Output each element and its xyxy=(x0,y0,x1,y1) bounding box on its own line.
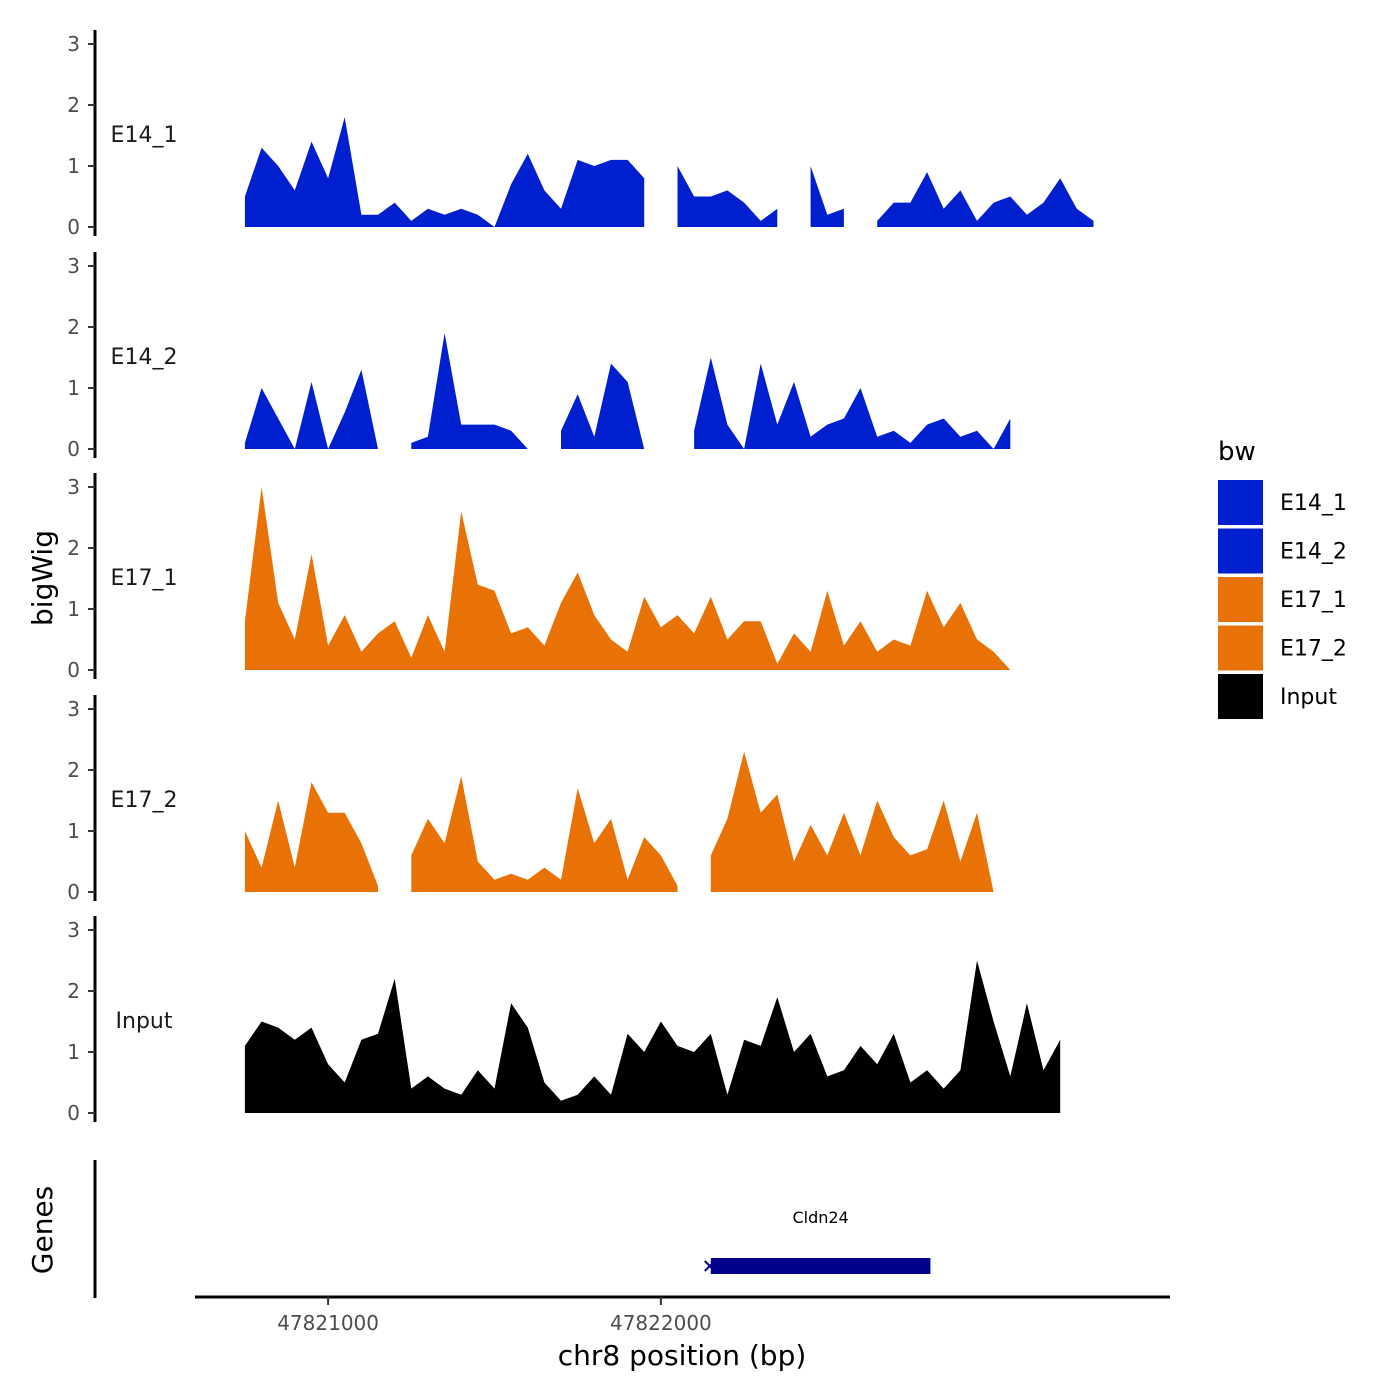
coverage-area-E17_2 xyxy=(244,782,378,892)
y-tick-label-E14_2: 2 xyxy=(67,315,80,339)
coverage-area-E14_2 xyxy=(561,363,645,449)
track-Input: 0 1 2 3 Input xyxy=(67,916,1061,1125)
y-tick-label-Input: 2 xyxy=(67,979,80,1003)
legend-title: bw xyxy=(1218,437,1256,467)
y-tick-label-E14_2: 3 xyxy=(67,254,80,278)
legend-label-E14_1: E14_1 xyxy=(1280,491,1347,516)
coverage-area-Input xyxy=(244,960,1061,1113)
legend-label-E17_2: E17_2 xyxy=(1280,637,1347,662)
legend-swatch-Input xyxy=(1218,674,1263,719)
track-label-E14_1: E14_1 xyxy=(111,123,178,148)
y-tick-label-E17_2: 2 xyxy=(67,758,80,782)
track-E17_1: 0 1 2 3 E17_1 xyxy=(67,473,1011,682)
x-axis-title: chr8 position (bp) xyxy=(558,1339,807,1372)
y-tick-label-E17_1: 2 xyxy=(67,536,80,560)
track-E14_1: 0 1 2 3 E14_1 xyxy=(67,30,1094,239)
coverage-area-E17_2 xyxy=(710,751,994,892)
coverage-area-E17_2 xyxy=(411,776,678,892)
legend-label-E14_2: E14_2 xyxy=(1280,540,1347,565)
coverage-area-E14_2 xyxy=(694,357,1011,449)
coverage-area-E14_1 xyxy=(810,166,844,227)
y-tick-label-Input: 0 xyxy=(67,1101,80,1125)
legend-swatch-E17_1 xyxy=(1218,577,1263,622)
coverage-area-E14_2 xyxy=(244,369,378,449)
legend-label-E17_1: E17_1 xyxy=(1280,588,1347,613)
y-tick-label-Input: 3 xyxy=(67,918,80,942)
y-tick-label-E17_2: 1 xyxy=(67,819,80,843)
y-tick-label-E14_2: 1 xyxy=(67,376,80,400)
x-tick-label: 47822000 xyxy=(610,1311,712,1335)
coverage-area-E14_1 xyxy=(877,172,1094,227)
y-tick-label-E14_2: 0 xyxy=(67,437,80,461)
gene-start-mark xyxy=(704,1260,716,1272)
gene-body-Cldn24 xyxy=(710,1258,931,1274)
y-tick-label-E14_1: 1 xyxy=(67,154,80,178)
legend-swatch-E14_1 xyxy=(1218,480,1263,525)
y-tick-label-E17_1: 3 xyxy=(67,475,80,499)
y-tick-label-E17_1: 0 xyxy=(67,658,80,682)
y-tick-label-E14_1: 0 xyxy=(67,215,80,239)
track-label-Input: Input xyxy=(116,1009,173,1034)
y-tick-label-E17_2: 0 xyxy=(67,880,80,904)
x-axis: 47821000 47822000 xyxy=(195,1295,1170,1335)
legend: bw E14_1 E14_2 E17_1 E17_2 Input xyxy=(1218,437,1347,719)
track-E17_2: 0 1 2 3 E17_2 xyxy=(67,695,994,904)
y-tick-label-E14_1: 2 xyxy=(67,93,80,117)
coverage-area-E17_1 xyxy=(244,487,1011,670)
gene-label-Cldn24: Cldn24 xyxy=(792,1208,848,1227)
track-label-E14_2: E14_2 xyxy=(111,345,178,370)
track-label-E17_2: E17_2 xyxy=(111,788,178,813)
genes-axis-title: Genes xyxy=(26,1186,59,1274)
coverage-area-E14_1 xyxy=(244,117,645,227)
legend-swatch-E14_2 xyxy=(1218,528,1263,574)
y-tick-label-Input: 1 xyxy=(67,1040,80,1064)
legend-label-Input: Input xyxy=(1280,685,1337,710)
track-E14_2: 0 1 2 3 E14_2 xyxy=(67,252,1011,461)
y-axis-title: bigWig xyxy=(26,530,59,626)
track-label-E17_1: E17_1 xyxy=(111,566,178,591)
genes-track: Cldn24 xyxy=(93,1160,931,1298)
x-tick-label: 47821000 xyxy=(277,1311,379,1335)
legend-swatch-E17_2 xyxy=(1218,625,1263,671)
y-tick-label-E17_1: 1 xyxy=(67,597,80,621)
coverage-area-E14_1 xyxy=(677,166,778,227)
y-tick-label-E14_1: 3 xyxy=(67,32,80,56)
coverage-tracks: 0 1 2 3 E14_1 0 1 2 3 E14_2 0 1 2 3 E17_1 0 1 2 3 E17_2 0 1 2 3… xyxy=(67,30,1094,1125)
coverage-area-E14_2 xyxy=(411,333,528,449)
y-tick-label-E17_2: 3 xyxy=(67,697,80,721)
